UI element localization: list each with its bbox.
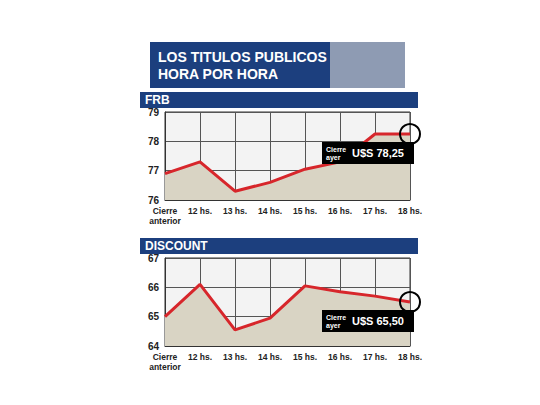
svg-text:FRB: FRB bbox=[145, 93, 170, 107]
svg-text:15 hs.: 15 hs. bbox=[293, 206, 317, 216]
svg-text:18 hs.: 18 hs. bbox=[398, 352, 422, 362]
svg-text:67: 67 bbox=[148, 253, 160, 264]
svg-text:15 hs.: 15 hs. bbox=[293, 352, 317, 362]
svg-text:77: 77 bbox=[148, 165, 160, 176]
svg-text:Cierre: Cierre bbox=[326, 146, 346, 153]
svg-text:12 hs.: 12 hs. bbox=[188, 352, 212, 362]
svg-text:U$S 78,25: U$S 78,25 bbox=[352, 147, 404, 159]
svg-text:Cierre: Cierre bbox=[153, 352, 178, 362]
svg-text:79: 79 bbox=[148, 107, 160, 118]
svg-text:anterior: anterior bbox=[149, 362, 181, 372]
svg-text:14 hs.: 14 hs. bbox=[258, 206, 282, 216]
svg-text:18 hs.: 18 hs. bbox=[398, 206, 422, 216]
svg-text:64: 64 bbox=[148, 341, 160, 352]
svg-text:13 hs.: 13 hs. bbox=[223, 206, 247, 216]
svg-text:ayer: ayer bbox=[326, 154, 341, 162]
svg-text:66: 66 bbox=[148, 282, 160, 293]
svg-text:14 hs.: 14 hs. bbox=[258, 352, 282, 362]
svg-text:65: 65 bbox=[148, 311, 160, 322]
svg-text:ayer: ayer bbox=[326, 322, 341, 330]
svg-text:Cierre: Cierre bbox=[326, 314, 346, 321]
svg-text:HORA POR HORA: HORA POR HORA bbox=[158, 66, 278, 82]
svg-text:76: 76 bbox=[148, 195, 160, 206]
svg-text:17 hs.: 17 hs. bbox=[363, 206, 387, 216]
svg-text:U$S 65,50: U$S 65,50 bbox=[352, 315, 404, 327]
svg-text:anterior: anterior bbox=[149, 216, 181, 226]
svg-text:16 hs.: 16 hs. bbox=[328, 206, 352, 216]
svg-text:Cierre: Cierre bbox=[153, 206, 178, 216]
svg-text:78: 78 bbox=[148, 136, 160, 147]
svg-text:DISCOUNT: DISCOUNT bbox=[145, 239, 208, 253]
svg-text:17 hs.: 17 hs. bbox=[363, 352, 387, 362]
svg-text:13 hs.: 13 hs. bbox=[223, 352, 247, 362]
svg-text:16 hs.: 16 hs. bbox=[328, 352, 352, 362]
svg-text:12 hs.: 12 hs. bbox=[188, 206, 212, 216]
svg-text:LOS TITULOS PUBLICOS: LOS TITULOS PUBLICOS bbox=[158, 49, 327, 65]
